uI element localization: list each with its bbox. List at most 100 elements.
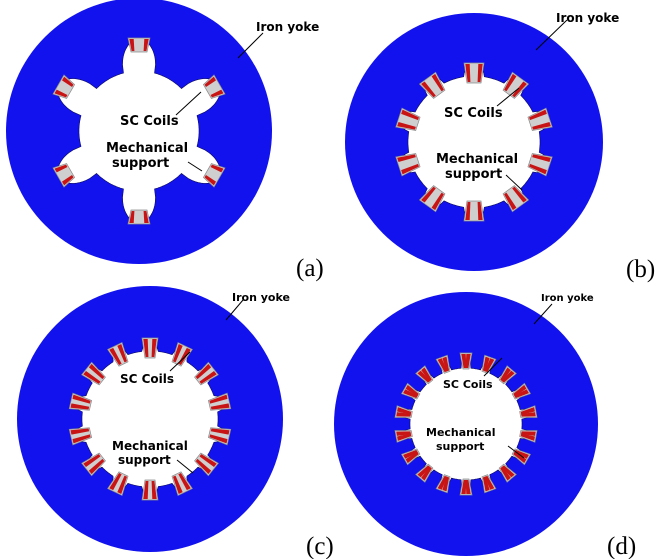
- iron-yoke-label: Iron yoke: [541, 293, 594, 304]
- sc-coil-group: [68, 337, 232, 501]
- sc-coil-side: [513, 384, 527, 397]
- sc-coil-side: [143, 211, 149, 223]
- mechanical-support-label-line2: support: [445, 167, 502, 182]
- sc-coils-label: SC Coils: [444, 106, 503, 121]
- sc-coils-label: SC Coils: [120, 372, 174, 386]
- sc-coil-pole: [519, 405, 538, 418]
- sc-coil-pole: [415, 365, 434, 385]
- sc-coil-pole: [207, 427, 232, 446]
- sc-coil-side: [529, 163, 547, 175]
- sc-coil-side: [431, 73, 444, 92]
- sc-coil-side: [437, 358, 448, 373]
- sc-coil-side: [397, 122, 416, 130]
- panel-caption: (d): [607, 533, 636, 559]
- sc-coil-side: [504, 73, 517, 92]
- mechanical-support-label-line1: Mechanical: [112, 439, 188, 453]
- sc-coil-side: [70, 403, 90, 410]
- sc-coil-side: [88, 458, 105, 475]
- sc-coils-leader: [483, 357, 503, 377]
- sc-coil-side: [396, 412, 411, 417]
- sc-coil-pole: [207, 392, 232, 411]
- sc-coil-side: [421, 367, 432, 382]
- sc-coil-side: [210, 403, 230, 410]
- sc-coil-pole: [68, 427, 93, 446]
- sc-coil-side: [504, 192, 517, 211]
- sc-coil-side: [484, 475, 495, 490]
- sc-coil-pole: [394, 405, 413, 418]
- sc-coil-pole: [81, 452, 106, 477]
- sc-coil-side: [465, 202, 471, 220]
- sc-coil-pole: [463, 200, 485, 222]
- rotor-bore: [398, 355, 534, 493]
- sc-coil-pole: [463, 62, 485, 84]
- rotor-bore: [57, 38, 221, 224]
- iron-yoke-label: Iron yoke: [256, 20, 319, 34]
- sc-coil-side: [501, 465, 515, 478]
- sc-coil-side: [514, 449, 529, 459]
- mechanical-support-label-line2: support: [436, 440, 484, 453]
- sc-coil-pole: [395, 107, 421, 131]
- sc-coil-pole: [81, 361, 106, 386]
- sc-coil-side: [172, 475, 183, 495]
- sc-coil-pole: [502, 71, 530, 99]
- sc-coil-side: [72, 394, 91, 404]
- sc-coil-pole: [68, 392, 93, 411]
- sc-coil-side: [143, 481, 149, 499]
- panel-c: Iron yoke SC Coils Mechanical support (c…: [17, 286, 334, 559]
- mechanical-support-piece: [502, 71, 530, 99]
- mechanical-support-label-line1: Mechanical: [436, 152, 518, 167]
- sc-coil-side: [83, 370, 101, 384]
- sc-coil-pole: [519, 430, 538, 443]
- sc-coil-side: [512, 81, 527, 98]
- sc-coil-side: [401, 163, 419, 175]
- sc-coil-pole: [418, 71, 446, 99]
- sc-coil-side: [210, 89, 224, 98]
- sc-coil-pole: [459, 478, 473, 496]
- sc-coil-pole: [527, 153, 553, 177]
- sc-coil-side: [484, 358, 495, 373]
- sc-coil-side: [195, 458, 212, 475]
- sc-coil-side: [143, 39, 149, 51]
- sc-coil-side: [396, 431, 411, 436]
- sc-coil-side: [501, 370, 515, 383]
- sc-coil-pole: [459, 352, 473, 370]
- sc-coil-pole: [415, 463, 434, 483]
- sc-coil-pole: [171, 471, 193, 496]
- sc-coil-side: [513, 451, 527, 464]
- sc-coil-group: [395, 62, 553, 222]
- mechanical-support-label-line1: Mechanical: [106, 141, 188, 156]
- sc-coil-side: [88, 363, 105, 380]
- sc-coil-pole: [202, 163, 226, 188]
- sc-coil-side: [209, 394, 228, 404]
- sc-coil-group: [52, 37, 226, 225]
- sc-coil-pole: [435, 354, 451, 374]
- sc-coil-side: [521, 431, 536, 436]
- sc-coil-side: [117, 475, 128, 495]
- sc-coil-side: [442, 476, 450, 492]
- sc-coil-pole: [481, 354, 497, 374]
- sc-coil-side: [401, 109, 419, 121]
- sc-coil-pole: [52, 163, 76, 188]
- sc-coil-pole: [498, 463, 517, 483]
- sc-coil-side: [520, 433, 535, 441]
- sc-coil-side: [500, 466, 511, 481]
- sc-coil-side: [54, 89, 68, 98]
- sc-coil-side: [204, 76, 217, 88]
- sc-coil-side: [199, 370, 217, 384]
- sc-coil-pole: [107, 471, 129, 496]
- mechanical-support-piece: [194, 361, 219, 386]
- sc-coil-side: [477, 202, 483, 220]
- sc-coil-side: [397, 154, 416, 162]
- mechanical-support-leader: [505, 174, 523, 191]
- sc-coils-label: SC Coils: [443, 378, 493, 391]
- sc-coil-side: [520, 407, 535, 415]
- sc-coil-side: [477, 64, 483, 82]
- sc-coil-pole: [194, 361, 219, 386]
- sc-coil-side: [61, 76, 74, 88]
- sc-coil-group: [394, 352, 538, 496]
- sc-coil-pole: [418, 185, 446, 213]
- sc-coil-side: [514, 389, 529, 399]
- sc-coil-side: [405, 384, 419, 397]
- sc-coil-side: [129, 211, 135, 223]
